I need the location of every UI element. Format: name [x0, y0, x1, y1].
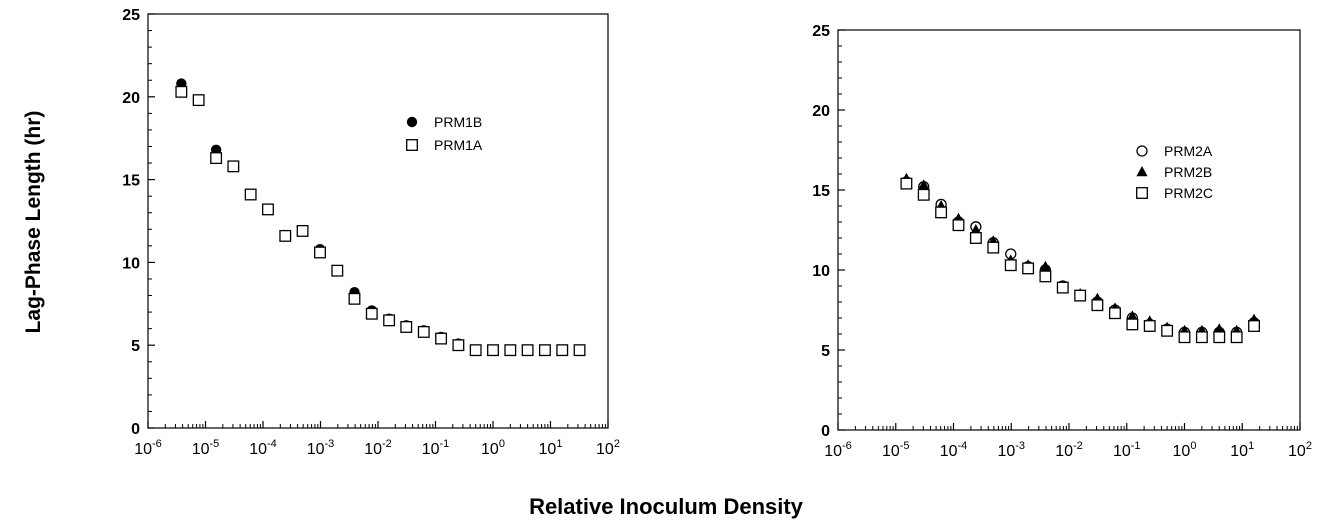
data-point — [488, 345, 499, 356]
legend-label: PRM1A — [434, 137, 483, 153]
x-tick-label: 10-4 — [940, 440, 968, 460]
data-point — [193, 95, 204, 106]
data-point — [936, 207, 947, 218]
y-tick-label: 20 — [122, 90, 140, 107]
y-tick-label: 25 — [812, 23, 830, 40]
data-point — [384, 315, 395, 326]
y-tick-label: 5 — [821, 343, 830, 360]
legend-marker — [1137, 146, 1147, 156]
chart-left-panel: 0 5 10 15 20 25 10-6 10-5 10-4 10-3 10-2 10-1 100 101… — [122, 7, 620, 458]
data-point — [1144, 321, 1155, 332]
data-point — [315, 247, 326, 258]
x-tick-label: 10-1 — [422, 438, 450, 458]
data-point — [349, 294, 360, 305]
series-prm1b — [176, 78, 463, 348]
plot-frame — [838, 30, 1300, 430]
data-point — [505, 345, 516, 356]
legend-marker — [407, 117, 417, 127]
x-tick-label: 10-6 — [824, 440, 852, 460]
data-point — [1179, 332, 1190, 343]
data-point — [470, 345, 481, 356]
data-point — [901, 178, 912, 189]
x-tick-label: 10-5 — [882, 440, 910, 460]
x-tick-label: 10-5 — [192, 438, 220, 458]
data-point — [1249, 321, 1260, 332]
legend: PRM1B PRM1A — [407, 114, 483, 153]
data-point — [1023, 263, 1034, 274]
series-prm1a — [176, 87, 585, 356]
data-point — [1214, 332, 1225, 343]
x-tick-label: 101 — [1230, 440, 1254, 460]
y-tick-label: 10 — [812, 263, 830, 280]
data-point — [436, 333, 447, 344]
data-point — [263, 204, 274, 215]
data-point — [453, 340, 464, 351]
data-point — [297, 226, 308, 237]
x-tick-label: 101 — [539, 438, 563, 458]
plot-frame — [148, 14, 608, 428]
data-point — [1197, 332, 1208, 343]
data-point — [1075, 290, 1086, 301]
legend-marker — [407, 140, 418, 151]
x-tick-label: 10-6 — [134, 438, 162, 458]
x-tick-label: 102 — [596, 438, 620, 458]
x-tick-label: 10-3 — [997, 440, 1025, 460]
data-point — [1162, 326, 1173, 337]
y-tick-label: 15 — [812, 183, 830, 200]
data-point — [1040, 261, 1051, 271]
data-point — [228, 161, 239, 172]
data-point — [574, 345, 585, 356]
data-point — [522, 345, 533, 356]
chart-right-panel: 0 5 10 15 20 25 10-6 10-5 10-4 10-3 10-2 10-1 100 101… — [812, 23, 1312, 460]
x-tick-label: 100 — [481, 438, 505, 458]
y-tick-label: 25 — [122, 7, 140, 24]
legend-marker — [1137, 188, 1148, 199]
data-point — [332, 265, 343, 276]
x-tick-label: 10-1 — [1113, 440, 1141, 460]
y-tick-label: 5 — [131, 338, 140, 355]
x-tick-label: 10-2 — [364, 438, 392, 458]
legend-marker — [1136, 166, 1147, 176]
legend-label: PRM2C — [1164, 185, 1213, 201]
series-prm2a — [901, 177, 1259, 337]
data-point — [401, 322, 412, 333]
data-point — [1110, 308, 1121, 319]
data-point — [918, 190, 929, 201]
data-point — [971, 233, 982, 244]
data-point — [280, 231, 291, 242]
data-point — [1092, 300, 1103, 311]
legend-label: PRM1B — [434, 114, 482, 130]
legend-label: PRM2A — [1164, 143, 1213, 159]
x-tick-label: 10-2 — [1055, 440, 1083, 460]
data-point — [1057, 282, 1068, 293]
data-point — [1127, 319, 1138, 330]
x-tick-label: 10-4 — [249, 438, 277, 458]
data-point — [953, 220, 964, 231]
data-point — [1005, 260, 1016, 271]
x-tick-label: 102 — [1288, 440, 1312, 460]
legend-label: PRM2B — [1164, 164, 1212, 180]
data-point — [245, 189, 256, 200]
legend: PRM2A PRM2B PRM2C — [1136, 143, 1213, 201]
series-prm2c — [901, 178, 1259, 342]
y-tick-label: 20 — [812, 103, 830, 120]
y-tick-label: 0 — [131, 421, 140, 438]
x-tick-label: 100 — [1173, 440, 1197, 460]
data-point — [1040, 271, 1051, 282]
x-axis-title: Relative Inoculum Density — [529, 494, 804, 519]
data-point — [540, 345, 551, 356]
y-tick-label: 0 — [821, 423, 830, 440]
data-point — [418, 327, 429, 338]
y-tick-label: 10 — [122, 255, 140, 272]
data-point — [557, 345, 568, 356]
data-point — [1231, 332, 1242, 343]
x-tick-label: 10-3 — [307, 438, 335, 458]
y-axis-title: Lag-Phase Length (hr) — [22, 111, 45, 334]
data-point — [176, 87, 187, 98]
data-point — [988, 242, 999, 253]
data-point — [211, 153, 222, 164]
data-point — [366, 308, 377, 319]
y-tick-label: 15 — [122, 173, 140, 190]
